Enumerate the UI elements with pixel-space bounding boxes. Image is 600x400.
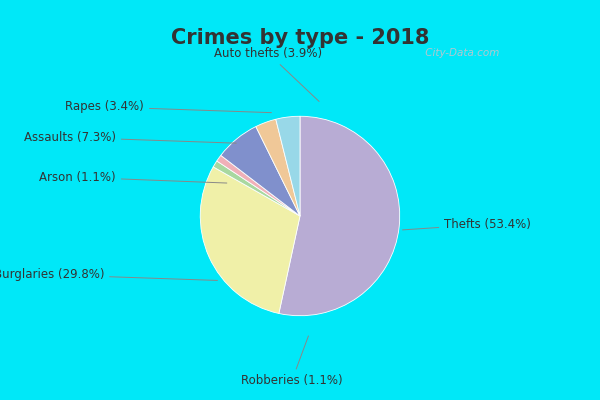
- Wedge shape: [276, 116, 300, 216]
- Text: Crimes by type - 2018: Crimes by type - 2018: [171, 28, 429, 48]
- Text: Auto thefts (3.9%): Auto thefts (3.9%): [214, 47, 322, 102]
- Text: Arson (1.1%): Arson (1.1%): [39, 171, 227, 184]
- Text: Burglaries (29.8%): Burglaries (29.8%): [0, 268, 217, 281]
- Wedge shape: [213, 161, 300, 216]
- Text: Robberies (1.1%): Robberies (1.1%): [241, 336, 343, 387]
- Wedge shape: [221, 126, 300, 216]
- Wedge shape: [279, 116, 400, 316]
- Wedge shape: [200, 167, 300, 314]
- Wedge shape: [256, 119, 300, 216]
- Wedge shape: [217, 155, 300, 216]
- Text: Assaults (7.3%): Assaults (7.3%): [24, 131, 236, 144]
- Text: City-Data.com: City-Data.com: [422, 48, 499, 58]
- Text: Rapes (3.4%): Rapes (3.4%): [65, 100, 271, 113]
- Text: Thefts (53.4%): Thefts (53.4%): [403, 218, 531, 231]
